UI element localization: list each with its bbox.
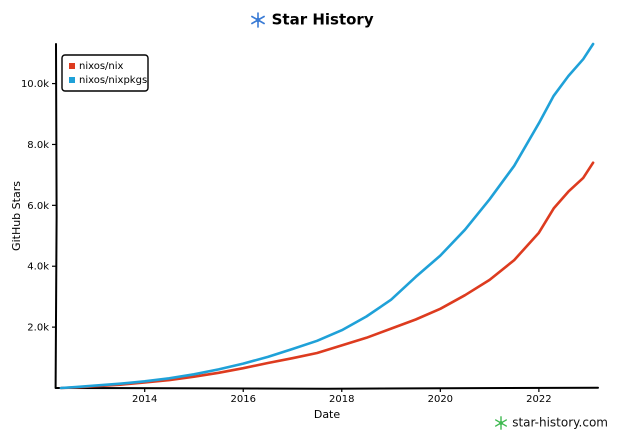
legend-box xyxy=(61,54,149,92)
star-history-logo-icon xyxy=(250,11,271,29)
chart-series-lines xyxy=(59,42,595,390)
chart-legend: nixos/nix nixos/nixpkgs xyxy=(61,54,149,92)
legend-swatch xyxy=(69,77,75,83)
x-tick-label: 2022 xyxy=(526,394,551,405)
x-tick-label: 2014 xyxy=(132,394,157,405)
brand-footer[interactable]: star-history.com xyxy=(494,415,608,430)
legend-label: nixos/nix xyxy=(79,61,124,72)
x-tick-label: 2018 xyxy=(329,394,354,405)
y-tick-label: 4.0k xyxy=(27,262,49,273)
y-axis-title: GitHub Stars xyxy=(10,181,23,251)
x-tick-label: 2016 xyxy=(231,394,256,405)
x-axis-line xyxy=(55,386,599,390)
y-tick-label: 6.0k xyxy=(27,201,49,212)
series-line-nixos-nix xyxy=(59,161,595,390)
chart-title-text: Star History xyxy=(271,10,374,29)
x-axis-title: Date xyxy=(314,408,341,421)
x-tick-label: 2020 xyxy=(428,394,453,405)
legend-swatch xyxy=(69,63,75,69)
brand-text: star-history.com xyxy=(512,415,608,430)
chart-axes: 2.0k 4.0k 6.0k 8.0k 10.0k 2014 2016 2018 2020 202… xyxy=(10,43,599,421)
y-tick-label: 8.0k xyxy=(27,140,49,151)
y-tick-label: 10.0k xyxy=(21,79,49,90)
star-history-brand-icon xyxy=(494,416,512,430)
legend-label: nixos/nixpkgs xyxy=(79,75,147,86)
series-line-nixos-nixpkgs xyxy=(59,42,595,390)
y-tick-label: 2.0k xyxy=(27,323,49,334)
y-axis-line xyxy=(54,43,58,389)
chart-title: Star History xyxy=(0,10,624,29)
